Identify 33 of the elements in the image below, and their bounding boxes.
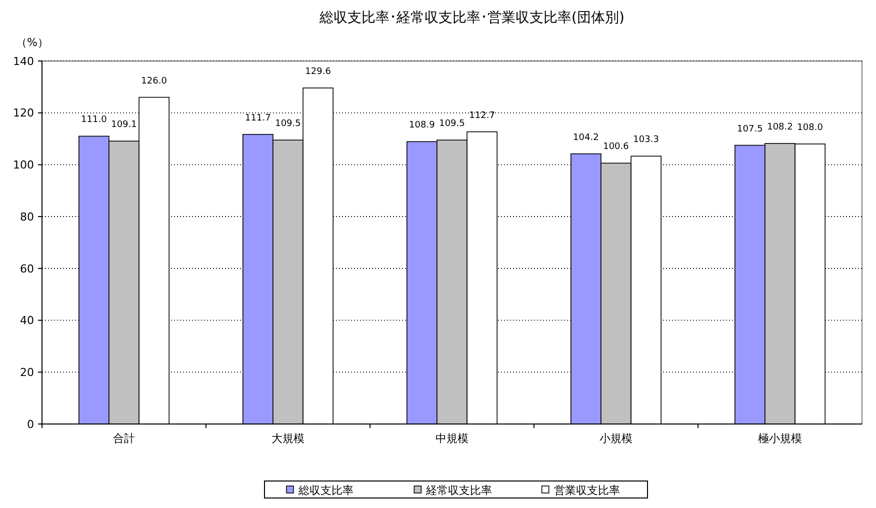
data-label: 111.7 bbox=[245, 113, 271, 124]
data-label: 109.1 bbox=[111, 120, 137, 130]
x-tick-label: 小規模 bbox=[600, 432, 632, 445]
legend-label: 経常収支比率 bbox=[425, 484, 492, 497]
legend-label: 総収支比率 bbox=[298, 484, 354, 497]
x-tick-label: 極小規模 bbox=[758, 432, 802, 445]
legend-label: 営業収支比率 bbox=[554, 484, 620, 497]
y-tick-label: 140 bbox=[13, 54, 34, 68]
data-label: 107.5 bbox=[737, 124, 763, 134]
data-label: 108.2 bbox=[767, 122, 793, 132]
x-tick-label: 合計 bbox=[113, 432, 135, 445]
y-axis-title: （%） bbox=[16, 36, 48, 49]
data-label: 100.6 bbox=[603, 142, 630, 152]
y-tick-label: 100 bbox=[13, 158, 34, 172]
data-label: 112.7 bbox=[469, 110, 495, 121]
data-label: 103.3 bbox=[633, 135, 659, 146]
data-label: 129.6 bbox=[305, 66, 332, 77]
y-tick-label: 80 bbox=[20, 210, 34, 224]
y-tick-label: 60 bbox=[20, 262, 34, 276]
y-tick-label: 40 bbox=[20, 314, 34, 328]
chart-title: 総収支比率･経常収支比率･営業収支比率(団体別) bbox=[318, 10, 624, 26]
y-tick-label: 20 bbox=[20, 366, 34, 379]
data-label: 108.9 bbox=[409, 120, 436, 131]
x-tick-label: 大規模 bbox=[272, 432, 304, 445]
y-tick-label: 0 bbox=[27, 418, 34, 431]
data-label: 104.2 bbox=[573, 132, 599, 143]
data-label: 111.0 bbox=[81, 115, 108, 126]
data-label: 109.5 bbox=[439, 119, 465, 130]
x-tick-label: 中規模 bbox=[436, 432, 468, 445]
data-label: 109.5 bbox=[275, 119, 301, 130]
data-label: 108.0 bbox=[797, 122, 824, 133]
y-tick-label: 120 bbox=[13, 106, 34, 120]
data-label: 126.0 bbox=[141, 76, 168, 86]
